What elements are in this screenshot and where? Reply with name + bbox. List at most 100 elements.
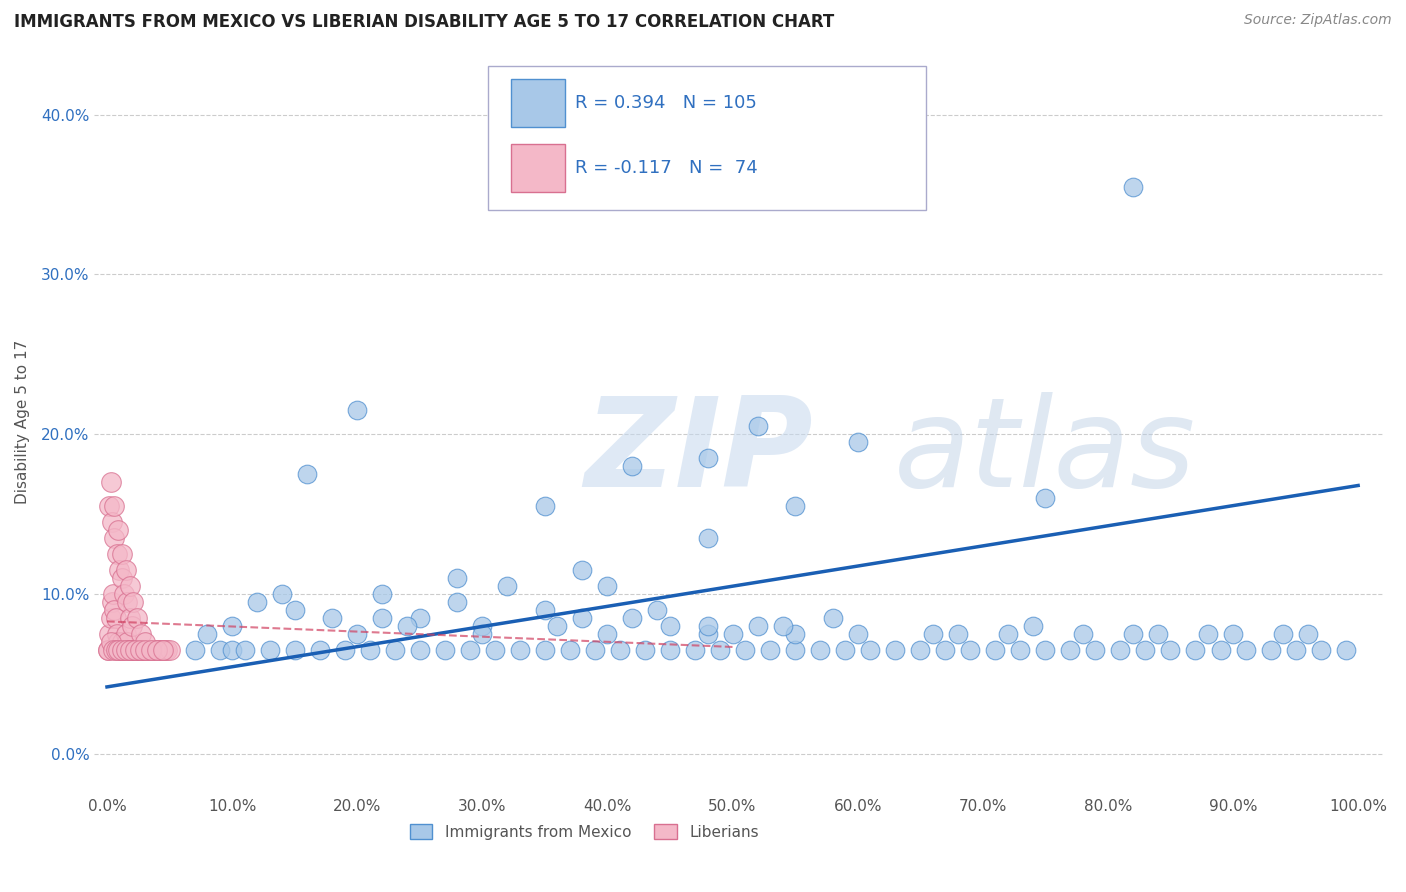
Point [571,611,593,625]
Point [1209,643,1232,657]
Point [346,403,368,417]
Point [659,643,682,657]
Point [295,467,318,482]
Point [108,563,131,577]
Point [1022,619,1045,633]
FancyBboxPatch shape [510,144,565,192]
Point [984,643,1007,657]
Point [131,643,153,657]
Point [571,563,593,577]
Point [136,643,159,657]
Point [246,595,269,609]
Point [125,643,148,657]
Point [759,643,782,657]
Point [596,579,619,593]
Point [117,643,139,657]
Point [125,643,148,657]
Point [183,643,205,657]
Point [146,643,169,657]
Point [103,643,125,657]
Text: IMMIGRANTS FROM MEXICO VS LIBERIAN DISABILITY AGE 5 TO 17 CORRELATION CHART: IMMIGRANTS FROM MEXICO VS LIBERIAN DISAB… [14,13,834,31]
Point [696,627,718,641]
Point [132,643,155,657]
Point [433,643,456,657]
Point [1284,643,1306,657]
Point [150,643,173,657]
Point [785,500,807,514]
Point [105,627,128,641]
Point [129,627,152,641]
Point [114,627,136,641]
Point [125,611,148,625]
Point [114,643,136,657]
Point [509,643,531,657]
Point [195,627,218,641]
Point [115,595,138,609]
Point [1109,643,1132,657]
Point [100,475,122,490]
Point [111,635,134,649]
Point [647,603,669,617]
Point [114,587,136,601]
Point [104,611,127,625]
Point [496,579,519,593]
Point [122,595,145,609]
Point [709,643,731,657]
Point [108,643,131,657]
FancyBboxPatch shape [510,78,565,128]
Point [1122,179,1144,194]
Point [100,611,122,625]
Point [1234,643,1257,657]
Point [221,619,243,633]
Point [321,611,343,625]
Point [128,643,150,657]
Point [446,595,468,609]
Point [859,643,882,657]
Point [1084,643,1107,657]
Point [1033,491,1056,506]
Point [621,611,644,625]
Point [118,611,141,625]
Point [921,627,943,641]
Text: R = 0.394   N = 105: R = 0.394 N = 105 [575,94,756,112]
Point [121,619,143,633]
Point [139,643,162,657]
FancyBboxPatch shape [488,65,925,211]
Point [122,643,145,657]
Point [346,627,368,641]
Point [138,643,160,657]
Point [103,587,125,601]
Point [233,643,256,657]
Point [1184,643,1206,657]
Point [129,643,152,657]
Point [1272,627,1295,641]
Point [534,500,557,514]
Text: R = -0.117   N =  74: R = -0.117 N = 74 [575,159,758,178]
Point [772,619,794,633]
Text: atlas: atlas [893,392,1195,513]
Point [124,643,146,657]
Point [111,547,134,561]
Point [1260,643,1282,657]
Y-axis label: Disability Age 5 to 17: Disability Age 5 to 17 [15,340,30,505]
Point [834,643,856,657]
Point [114,643,136,657]
Point [683,643,706,657]
Point [1010,643,1032,657]
Point [659,619,682,633]
Point [696,619,718,633]
Point [1147,627,1170,641]
Point [458,643,481,657]
Point [471,619,494,633]
Point [846,435,869,450]
Point [1334,643,1357,657]
Point [997,627,1019,641]
Point [146,643,169,657]
Point [634,643,657,657]
Point [101,595,124,609]
Point [409,611,432,625]
Point [134,635,156,649]
Point [785,643,807,657]
Point [259,643,281,657]
Point [1159,643,1181,657]
